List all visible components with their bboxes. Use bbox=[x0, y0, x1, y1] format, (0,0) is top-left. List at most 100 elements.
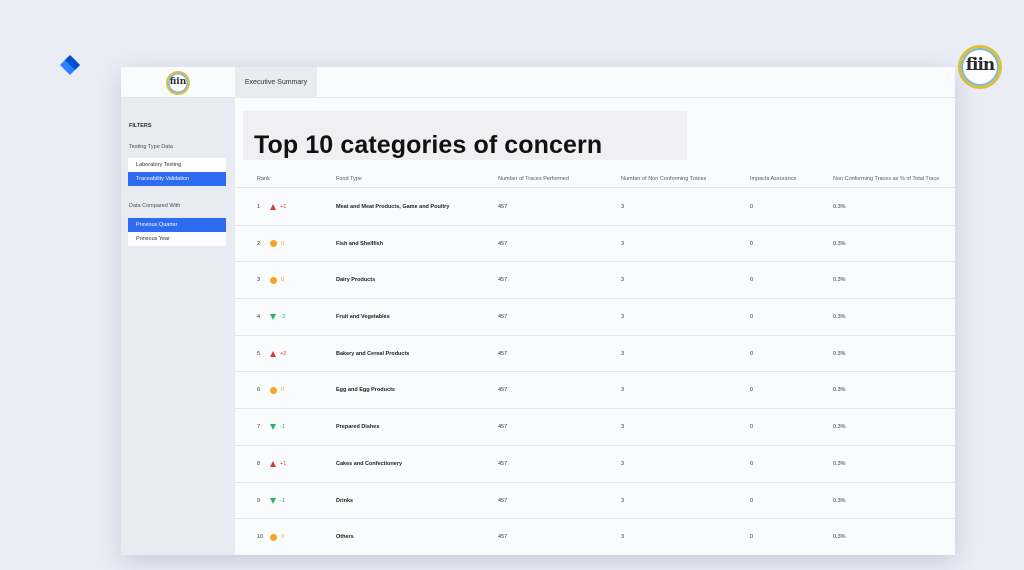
food-type-value: Drinks bbox=[336, 497, 354, 504]
rank-change: 0 bbox=[270, 275, 284, 285]
percent-value: 0.3% bbox=[833, 277, 846, 284]
rank-value: 5 bbox=[257, 350, 261, 357]
non-conforming-value: 3 bbox=[621, 497, 625, 504]
impacts-value: 0 bbox=[750, 350, 754, 357]
impacts-value: 0 bbox=[750, 204, 754, 210]
page-title: Top 10 categories of concern bbox=[254, 131, 603, 159]
filters-heading: FILTERS bbox=[129, 123, 152, 129]
percent-value: 0.3% bbox=[833, 460, 846, 467]
compared-with-label: Data Compared With bbox=[129, 203, 181, 209]
table-body: 1 +1 Meat and Meat Products, Game and Poul… bbox=[235, 189, 955, 555]
rank-value: 9 bbox=[257, 497, 261, 504]
rank-change: -1 bbox=[270, 496, 285, 506]
table-row[interactable]: 7 -1 Prepared Dishes 457 3 0 0.3% bbox=[235, 409, 955, 446]
trend-up-icon bbox=[270, 350, 276, 357]
rank-change-value: -1 bbox=[280, 497, 285, 504]
traces-value: 457 bbox=[498, 460, 508, 467]
percent-value: 0.3% bbox=[833, 387, 846, 394]
non-conforming-value: 3 bbox=[621, 387, 625, 394]
rank-change: -3 bbox=[270, 312, 285, 322]
table-header: Rank Food Type Number of Traces Performe… bbox=[235, 170, 955, 188]
option-laboratory-testing[interactable]: Laboratory Testing bbox=[128, 158, 226, 172]
table-row[interactable]: 1 +1 Meat and Meat Products, Game and Poul… bbox=[235, 189, 955, 226]
food-type-value: Prepared Dishes bbox=[336, 424, 380, 431]
traces-value: 457 bbox=[498, 314, 508, 321]
rank-change-value: -3 bbox=[280, 314, 285, 321]
impacts-value: 0 bbox=[750, 534, 754, 541]
non-conforming-value: 3 bbox=[621, 424, 625, 431]
traces-value: 457 bbox=[498, 350, 508, 357]
trend-down-icon bbox=[270, 497, 276, 504]
rank-change-value: +2 bbox=[280, 350, 287, 357]
table-row[interactable]: 9 -1 Drinks 457 3 0 0.3% bbox=[235, 483, 955, 520]
non-conforming-value: 3 bbox=[621, 204, 625, 210]
table-row[interactable]: 2 0 Fish and Shellfish 457 3 0 0.3% bbox=[235, 226, 955, 263]
rank-change-value: 0 bbox=[281, 534, 285, 541]
food-type-value: Dairy Products bbox=[336, 277, 376, 284]
traces-value: 457 bbox=[498, 277, 508, 284]
table-row[interactable]: 4 -3 Fruit and Vegetables 457 3 0 0.3% bbox=[235, 299, 955, 336]
food-type-value: Others bbox=[336, 534, 354, 541]
rank-value: 4 bbox=[257, 314, 261, 321]
rank-change-value: 0 bbox=[281, 240, 285, 247]
percent-value: 0.3% bbox=[833, 534, 846, 541]
rank-value: 6 bbox=[257, 387, 261, 394]
tab-executive-summary[interactable]: Executive Summary bbox=[235, 67, 317, 98]
trend-same-icon bbox=[270, 276, 277, 284]
col-header-non-conforming[interactable]: Number of Non Conforming Traces bbox=[621, 176, 707, 182]
rank-change-value: -1 bbox=[280, 424, 285, 431]
col-header-food-type[interactable]: Food Type bbox=[336, 176, 362, 182]
impacts-value: 0 bbox=[750, 277, 754, 284]
rank-value: 1 bbox=[257, 204, 261, 210]
impacts-value: 0 bbox=[750, 497, 754, 504]
non-conforming-value: 3 bbox=[621, 460, 625, 467]
rank-change-value: 0 bbox=[281, 277, 285, 284]
traces-value: 457 bbox=[498, 424, 508, 431]
app-logo-area[interactable]: fiin bbox=[121, 67, 235, 98]
table-row[interactable]: 10 0 Others 457 3 0 0.3% bbox=[235, 519, 955, 555]
food-type-value: Fruit and Vegetables bbox=[336, 314, 390, 321]
option-previous-quarter[interactable]: Previous Quarter bbox=[128, 218, 226, 232]
percent-value: 0.3% bbox=[833, 497, 846, 504]
food-type-value: Cakes and Confectionery bbox=[336, 460, 403, 467]
non-conforming-value: 3 bbox=[621, 314, 625, 321]
main-content: Top 10 categories of concern Rank Food T… bbox=[235, 98, 955, 555]
percent-value: 0.3% bbox=[833, 204, 846, 210]
col-header-rank[interactable]: Rank bbox=[257, 176, 270, 182]
col-header-traces[interactable]: Number of Traces Performed bbox=[498, 176, 569, 182]
app-window: fiin Executive Summary FILTERS Testing T… bbox=[121, 67, 955, 555]
impacts-value: 0 bbox=[750, 240, 754, 247]
rank-change: +1 bbox=[270, 459, 286, 469]
traces-value: 457 bbox=[498, 240, 508, 247]
impacts-value: 0 bbox=[750, 460, 754, 467]
jira-arrow-icon bbox=[60, 55, 80, 75]
trend-same-icon bbox=[270, 386, 277, 394]
traces-value: 457 bbox=[498, 534, 508, 541]
food-type-value: Fish and Shellfish bbox=[336, 240, 384, 247]
table-row[interactable]: 8 +1 Cakes and Confectionery 457 3 0 0.3% bbox=[235, 446, 955, 483]
col-header-percent[interactable]: Non Conforming Traces as % of Total Trac… bbox=[833, 176, 940, 182]
trend-same-icon bbox=[270, 533, 277, 541]
option-traceability-validation[interactable]: Traceability Validation bbox=[128, 172, 226, 186]
rank-change-value: +1 bbox=[280, 460, 287, 467]
table-row[interactable]: 3 0 Dairy Products 457 3 0 0.3% bbox=[235, 262, 955, 300]
traces-value: 457 bbox=[498, 204, 508, 210]
fiin-badge-logo: fiin bbox=[958, 45, 1002, 89]
table-row[interactable]: 6 0 Egg and Egg Products 457 3 0 0.3% bbox=[235, 372, 955, 410]
rank-value: 3 bbox=[257, 277, 261, 284]
percent-value: 0.3% bbox=[833, 350, 846, 357]
fiin-logo-icon: fiin bbox=[166, 70, 190, 95]
table-row[interactable]: 5 +2 Bakery and Cereal Products 457 3 0 0.3% bbox=[235, 336, 955, 373]
food-type-value: Meat and Meat Products, Game and Poultry bbox=[336, 204, 450, 210]
rank-change: 0 bbox=[270, 385, 284, 395]
col-header-impacts[interactable]: Impacts Assurance bbox=[750, 176, 797, 182]
food-type-value: Egg and Egg Products bbox=[336, 387, 395, 394]
trend-up-icon bbox=[270, 204, 276, 210]
option-previous-year[interactable]: Previous Year bbox=[128, 232, 226, 246]
trend-same-icon bbox=[270, 240, 277, 248]
non-conforming-value: 3 bbox=[621, 350, 625, 357]
rank-value: 8 bbox=[257, 460, 261, 467]
rank-change: +1 bbox=[270, 202, 286, 212]
rank-value: 2 bbox=[257, 240, 261, 247]
title-box: Top 10 categories of concern bbox=[243, 111, 687, 160]
